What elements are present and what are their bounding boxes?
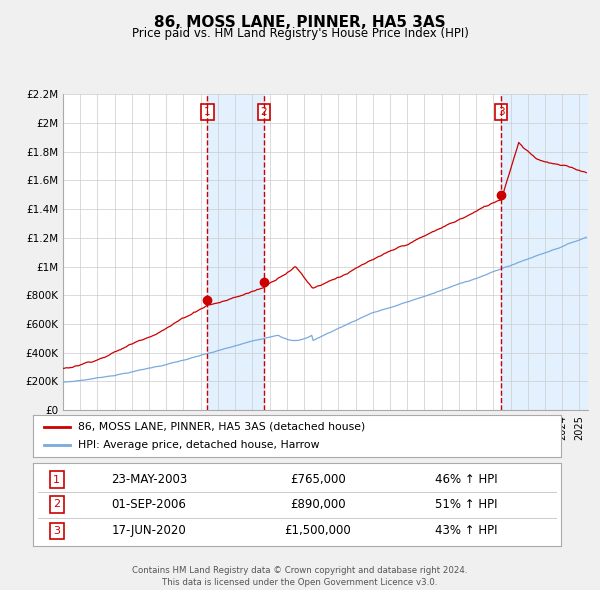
Text: £890,000: £890,000 — [290, 498, 346, 511]
Text: 3: 3 — [53, 526, 60, 536]
Text: 86, MOSS LANE, PINNER, HA5 3AS: 86, MOSS LANE, PINNER, HA5 3AS — [154, 15, 446, 30]
Text: 1: 1 — [204, 107, 211, 117]
Bar — [501, 94, 588, 410]
Text: Contains HM Land Registry data © Crown copyright and database right 2024.
This d: Contains HM Land Registry data © Crown c… — [132, 566, 468, 587]
Text: £1,500,000: £1,500,000 — [285, 525, 352, 537]
Text: 1: 1 — [53, 475, 60, 484]
Text: Price paid vs. HM Land Registry's House Price Index (HPI): Price paid vs. HM Land Registry's House … — [131, 27, 469, 40]
Text: 51% ↑ HPI: 51% ↑ HPI — [435, 498, 497, 511]
Text: 46% ↑ HPI: 46% ↑ HPI — [434, 473, 497, 486]
Text: 23-MAY-2003: 23-MAY-2003 — [111, 473, 187, 486]
Text: £765,000: £765,000 — [290, 473, 346, 486]
Text: 17-JUN-2020: 17-JUN-2020 — [112, 525, 187, 537]
Text: 2: 2 — [53, 500, 61, 509]
Text: 01-SEP-2006: 01-SEP-2006 — [112, 498, 187, 511]
Bar — [208, 94, 264, 410]
Text: HPI: Average price, detached house, Harrow: HPI: Average price, detached house, Harr… — [78, 440, 319, 450]
Text: 3: 3 — [498, 107, 505, 117]
Text: 43% ↑ HPI: 43% ↑ HPI — [435, 525, 497, 537]
Text: 86, MOSS LANE, PINNER, HA5 3AS (detached house): 86, MOSS LANE, PINNER, HA5 3AS (detached… — [78, 422, 365, 432]
Text: 2: 2 — [260, 107, 267, 117]
